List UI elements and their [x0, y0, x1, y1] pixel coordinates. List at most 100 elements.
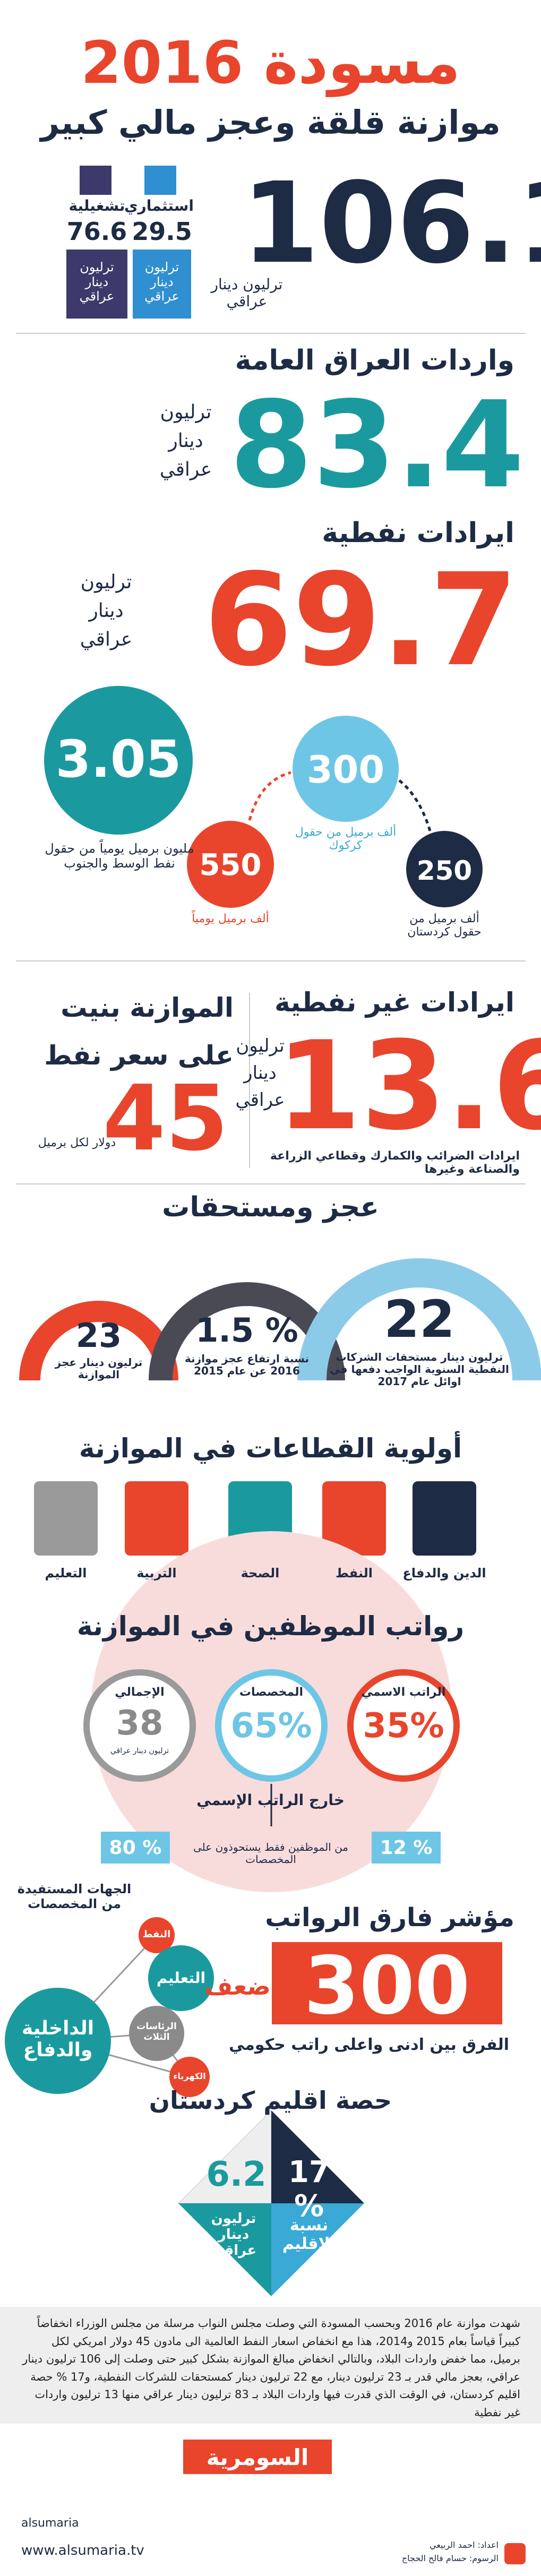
description: الفرق بين ادنى واعلى راتب حكومي [228, 2036, 509, 2054]
value: 3.05 [55, 729, 182, 789]
circle [215, 1669, 328, 1782]
chart-icon [144, 166, 176, 195]
icon [125, 1481, 188, 1556]
value: 65% [230, 1706, 312, 1746]
label: من الموظفين فقط يستحوذون على المخصصات [193, 1841, 349, 1866]
value: 250 [416, 855, 473, 886]
description: ايرادات الضرائب والكمارك وقطاعي الزراعة … [270, 1149, 520, 1177]
sector: النفط [335, 1566, 373, 1581]
value: 69.7 [203, 546, 519, 694]
section-title: ايرادات غير نفطية [274, 987, 514, 1018]
quadrant [271, 2110, 364, 2203]
value: 23 [75, 1316, 122, 1355]
value: 12 % [380, 1837, 433, 1859]
logo [183, 2440, 332, 2474]
icon [34, 1481, 98, 1556]
sector: التعليم [45, 1566, 87, 1581]
sector: الدين والدفاع [402, 1566, 486, 1581]
value: 6.2 [206, 2155, 267, 2194]
value: 550 [199, 848, 262, 882]
value: 13.6 [276, 1016, 541, 1157]
sector: الصحة [241, 1566, 280, 1581]
circle [187, 821, 274, 908]
node [169, 2057, 210, 2097]
credit-icon [504, 2543, 526, 2564]
value: 29.5 [132, 217, 192, 246]
node-label: الرئاسات الثلاث [136, 2021, 177, 2042]
network-title: الجهات المستفيدة من المخصصات [17, 1882, 132, 1911]
credit: الرسوم: حسام فالح الحجاج [401, 2553, 499, 2563]
title: مسودة 2016 [81, 29, 460, 97]
arrow [248, 771, 291, 821]
value: 45 [102, 1066, 228, 1171]
arrow [398, 779, 432, 831]
circle [406, 831, 483, 907]
label: الإجمالي [115, 1686, 165, 1699]
value: 35% [363, 1706, 444, 1746]
operating-box [66, 250, 127, 319]
node [5, 1988, 111, 2094]
total: 106.1 [242, 158, 541, 288]
box [372, 1832, 441, 1864]
value: 22 [384, 1290, 455, 1349]
arc [19, 1301, 178, 1380]
title-line: على سعر نفط [44, 1040, 234, 1071]
unit: ترليون دينار عراقي [210, 2211, 257, 2259]
quadrant [271, 2203, 364, 2296]
box [101, 1832, 170, 1864]
unit: ترليون دينار عراقي [235, 1035, 285, 1111]
value: 1.5 % [195, 1311, 298, 1350]
label: تشغيلية [68, 197, 125, 214]
value: 300 [306, 748, 385, 792]
money-icon [80, 166, 111, 195]
circle [83, 1669, 196, 1782]
value: 83.4 [229, 376, 525, 515]
label: خارج الراتب الإسمي [196, 1791, 345, 1809]
node [129, 2006, 184, 2061]
label: استثماري [124, 197, 194, 214]
circle [293, 716, 399, 822]
credit: اعداد: احمد الربيعي [430, 2540, 499, 2550]
label: مليون برميل يومياً من حقول نفط الوسط وال… [45, 841, 194, 871]
section-title: واردات العراق العامة [235, 345, 514, 376]
node-label: التعليم [156, 1969, 206, 1987]
label: نسبة ارتفاع عجز موازنة 2016 عن عام 2015 [185, 1352, 309, 1377]
unit: ترليون دينار عراقي [159, 401, 212, 480]
value: 80 % [109, 1837, 162, 1859]
title-line: الموازنة بنيت [61, 992, 234, 1023]
section-title: أولوية القطاعات في الموازنة [79, 1433, 462, 1464]
unit: ترليون دينار عراقي [80, 571, 133, 650]
node-label: الكهرباء [173, 2071, 206, 2081]
unit: ضعف [204, 1972, 271, 2000]
node-label: النفط [142, 1929, 171, 1940]
node [148, 1945, 214, 2011]
label: المخصصات [239, 1686, 304, 1699]
value: 17 % [288, 2155, 330, 2224]
unit: ترليون دينار عراقي [79, 260, 115, 304]
icon [413, 1481, 476, 1556]
arc [149, 1282, 345, 1380]
label: ألف برميل من حقول كركوك [295, 826, 397, 853]
unit: ترليون دينار عراقي [110, 1747, 169, 1755]
section-title: حصة اقليم كردستان [149, 2086, 392, 2115]
node [139, 1917, 175, 1953]
quadrant [178, 2203, 271, 2296]
handle: alsumaria [21, 2517, 79, 2530]
label: ترليون دينار عجز الموازنة [55, 1356, 143, 1381]
summary-bg [0, 2307, 541, 2424]
node-label: الداخلية والدفاع [21, 2017, 95, 2062]
label: الراتب الاسمي [361, 1686, 446, 1699]
circle [44, 686, 193, 835]
label: ألف برميل يومياً [192, 912, 269, 925]
value: 38 [116, 1704, 164, 1743]
unit: ترليون دينار عراقي [144, 260, 179, 304]
value: 76.6 [66, 217, 127, 246]
brand: السومرية [206, 2444, 309, 2470]
icon [322, 1481, 386, 1556]
section-title: ايرادات نفطية [322, 517, 514, 549]
investment-box [133, 250, 191, 319]
circle [347, 1669, 460, 1782]
section-title: مؤشر فارق الرواتب [265, 1903, 514, 1933]
